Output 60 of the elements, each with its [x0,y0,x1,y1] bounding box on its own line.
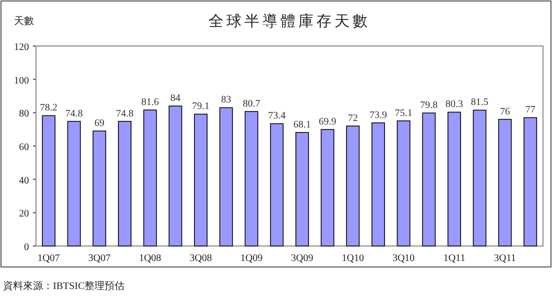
y-tick-label: 20 [19,208,29,220]
bar [244,111,258,246]
data-label: 68.1 [293,120,311,130]
data-label: 74.8 [65,108,83,120]
bar [371,122,385,246]
x-tick-label: 1Q09 [240,253,263,264]
bar [67,120,81,246]
y-axis-title: 天數 [14,15,34,27]
data-label: 75.1 [394,108,412,119]
x-tick-label: 1Q11 [443,253,466,264]
bar [422,112,436,246]
data-label: 69.9 [318,116,336,128]
bar [92,130,106,246]
bar [346,126,360,246]
data-label: 84 [170,93,180,104]
data-label: 80.3 [446,99,464,110]
y-tick-label: 40 [19,175,29,186]
data-label: 81.5 [470,97,488,108]
source-note: 資料來源：IBTSIC整理預估 [3,280,125,292]
x-tick-label: 3Q08 [190,253,212,264]
y-tick-label: 0 [24,242,29,253]
bar [320,129,334,246]
bar [194,114,208,246]
x-tick-label: 1Q10 [342,253,364,264]
y-tick-label: 120 [14,42,29,53]
x-tick-label: 1Q08 [138,253,162,264]
y-tick-label: 60 [19,142,29,153]
data-label: 74.8 [116,108,134,120]
data-label: 81.6 [141,97,159,108]
data-label: 83 [221,94,232,106]
data-label: 79.8 [420,100,438,111]
bar [168,106,182,246]
bar [270,123,284,246]
bar [472,110,486,246]
bar [143,110,157,246]
x-tick-label: 3Q10 [392,253,415,264]
bar [448,112,462,246]
bar [118,120,132,246]
data-label: 69 [94,118,104,129]
x-tick-label: 3Q07 [88,253,110,264]
bar [42,115,56,246]
bar [396,120,410,246]
bar [498,118,512,246]
x-tick-label: 3Q09 [291,253,314,264]
data-label: 77 [525,104,536,116]
x-tick-label: 3Q11 [494,253,516,264]
chart-title: 全球半導體庫存天數 [208,13,370,30]
data-label: 78.2 [40,102,58,114]
bar [295,132,309,246]
y-tick-label: 100 [14,75,29,86]
data-label: 73.4 [268,110,286,122]
data-label: 79.1 [192,101,210,112]
data-label: 72 [348,113,358,124]
y-tick-label: 80 [19,108,29,120]
data-label: 73.9 [369,110,387,121]
bar [524,117,538,246]
data-label: 76 [500,106,510,118]
bar [219,107,233,246]
data-label: 80.7 [242,98,260,110]
x-tick-label: 1Q07 [38,253,60,264]
